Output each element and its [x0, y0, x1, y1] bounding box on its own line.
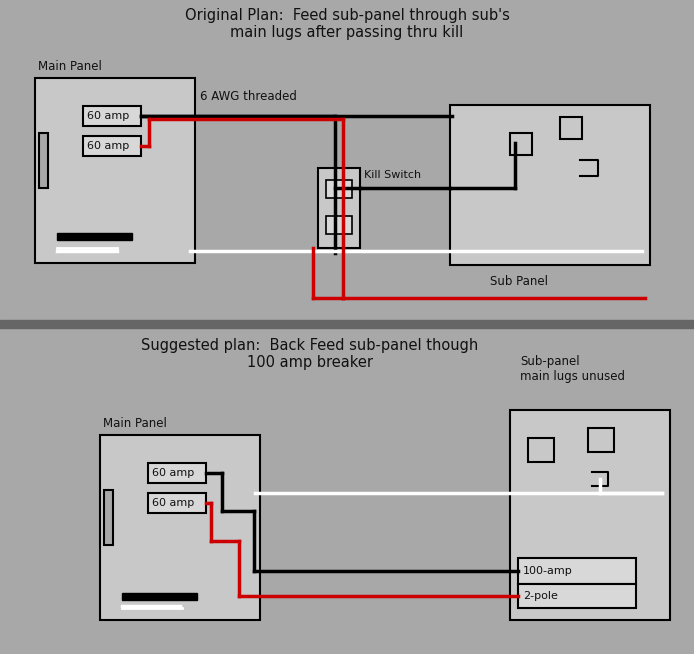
Bar	[326, 180, 352, 198]
Bar	[104, 490, 113, 545]
Bar	[450, 105, 650, 265]
Text: Sub Panel: Sub Panel	[490, 275, 548, 288]
Text: 100-amp: 100-amp	[523, 566, 573, 576]
Text: 60 amp: 60 amp	[87, 111, 129, 121]
Text: Original Plan:  Feed sub-panel through sub's
main lugs after passing thru kill: Original Plan: Feed sub-panel through su…	[185, 8, 509, 41]
Bar	[518, 584, 636, 608]
Text: 2-pole: 2-pole	[523, 591, 558, 601]
Bar	[528, 438, 554, 462]
Text: Main Panel: Main Panel	[38, 60, 102, 73]
Text: Kill Switch: Kill Switch	[364, 170, 421, 180]
Bar	[560, 117, 582, 139]
Bar	[588, 428, 614, 452]
Text: Suggested plan:  Back Feed sub-panel though
100 amp breaker: Suggested plan: Back Feed sub-panel thou…	[142, 338, 479, 370]
Bar	[57, 233, 132, 240]
Text: 60 amp: 60 amp	[152, 468, 194, 478]
Text: 60 amp: 60 amp	[87, 141, 129, 151]
Bar	[148, 463, 206, 483]
Bar	[122, 593, 197, 600]
Bar	[100, 435, 260, 620]
Bar	[326, 216, 352, 234]
Bar	[510, 133, 532, 155]
Bar	[39, 133, 48, 188]
Text: 60 amp: 60 amp	[152, 498, 194, 508]
Bar	[518, 558, 636, 584]
Text: Main Panel: Main Panel	[103, 417, 167, 430]
Bar	[35, 78, 195, 263]
Bar	[318, 168, 360, 248]
Text: 6 AWG threaded: 6 AWG threaded	[200, 90, 297, 103]
Text: Sub-panel
main lugs unused: Sub-panel main lugs unused	[520, 355, 625, 383]
Bar	[83, 136, 141, 156]
Bar	[83, 106, 141, 126]
Bar	[148, 493, 206, 513]
Bar	[510, 410, 670, 620]
